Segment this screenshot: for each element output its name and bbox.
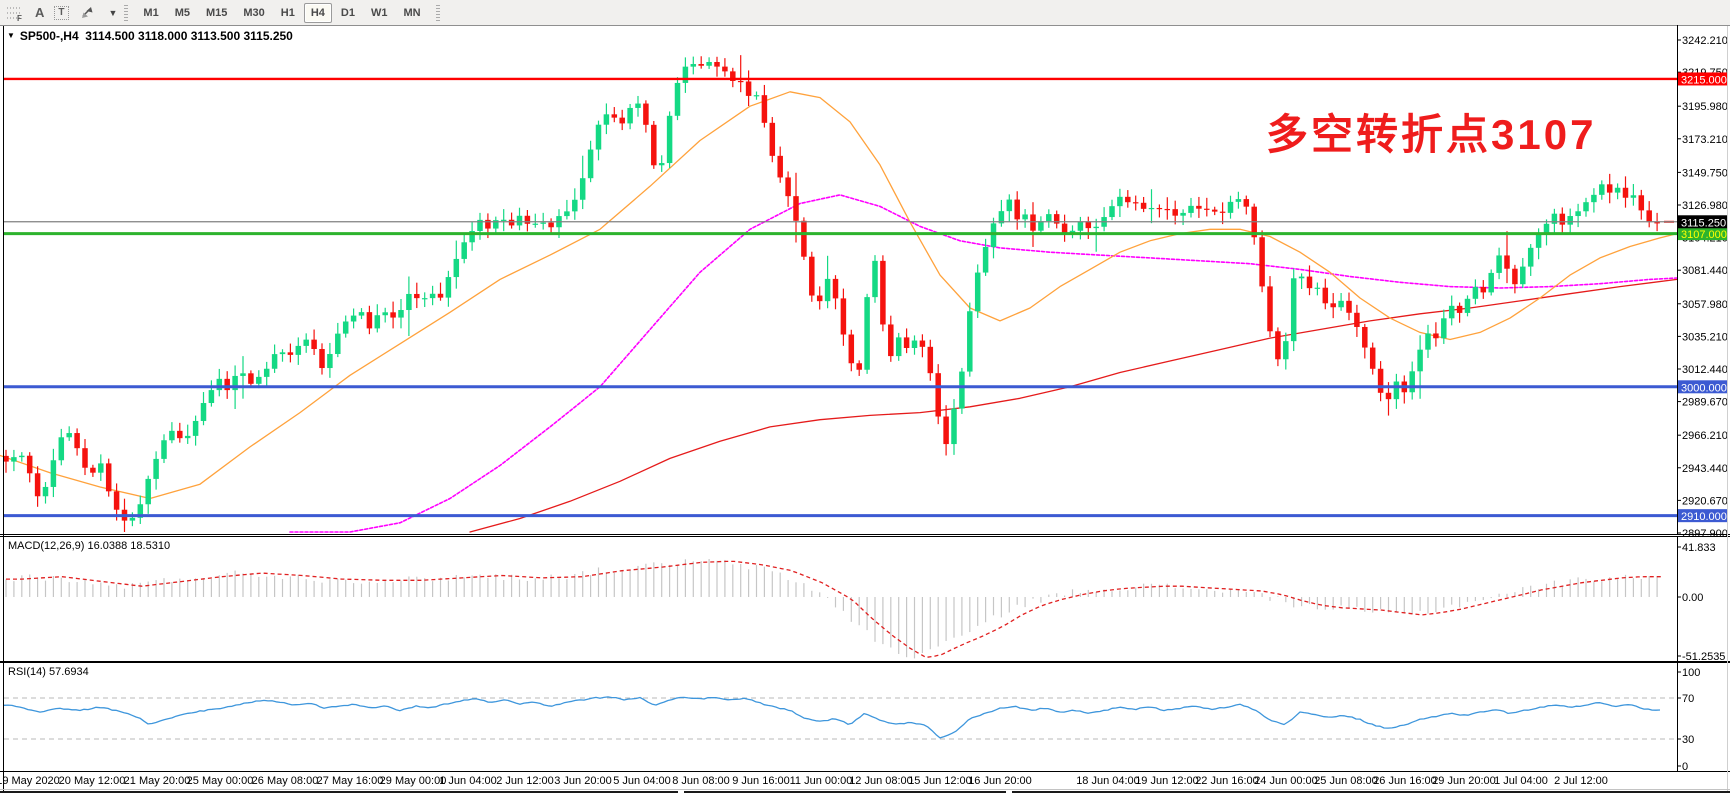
bottom-edge-segment — [1012, 791, 1730, 793]
x-axis-tick: 21 May 20:00 — [123, 775, 191, 787]
macd-axis-tick: 0.00 — [1682, 592, 1703, 604]
x-axis-tick: 15 Jun 12:00 — [908, 775, 972, 787]
x-axis-tick: 5 Jun 04:00 — [613, 775, 671, 787]
timeframe-button-d1[interactable]: D1 — [340, 6, 355, 19]
rsi-axis-tick: 30 — [1682, 734, 1694, 746]
ma-mid-line — [289, 194, 1678, 533]
x-axis-tick: 12 Jun 08:00 — [849, 775, 913, 787]
y-axis-tick: 3057.980 — [1682, 299, 1728, 311]
y-axis-tick: 3081.440 — [1682, 265, 1728, 277]
timeframe-button-m1[interactable]: M1 — [143, 6, 159, 19]
rsi-value: 57.6934 — [48, 666, 89, 678]
bottom-edge-segment — [684, 791, 1006, 793]
macd-axis-tick: 41.833 — [1682, 542, 1716, 554]
x-axis-tick: 20 May 12:00 — [58, 775, 126, 787]
chart-title: ▼ SP500-,H4 3114.500 3118.000 3113.500 31… — [7, 29, 293, 43]
chevron-down-icon[interactable]: ▼ — [108, 7, 118, 18]
x-axis-tick: 27 May 16:00 — [316, 775, 384, 787]
text-icon[interactable]: T — [54, 5, 69, 20]
y-axis-tick: 3126.980 — [1682, 200, 1728, 212]
x-axis-tick: 26 Jun 16:00 — [1373, 775, 1437, 787]
x-axis-tick: 19 Jun 12:00 — [1135, 775, 1199, 787]
y-axis-tick: 2966.210 — [1682, 430, 1728, 442]
fibonacci-icon[interactable]: F — [5, 5, 25, 23]
collapse-triangle-icon[interactable]: ▼ — [7, 31, 15, 40]
macd-values: 16.0388 18.5310 — [87, 540, 171, 552]
timeframe-button-w1[interactable]: W1 — [370, 6, 388, 19]
toolbar: F A T ▼ M1 M5 M15 M30 H1 H4 D1 W1 MN — [0, 0, 1730, 26]
window-left-border — [3, 26, 4, 791]
svg-text:F: F — [17, 14, 22, 21]
y-axis-tick: 2897.900 — [1682, 528, 1728, 536]
x-axis-tick: 18 Jun 04:00 — [1076, 775, 1140, 787]
y-axis-tick: 2920.670 — [1682, 495, 1728, 507]
bottom-divider — [0, 789, 1730, 790]
y-axis-tick: 2989.670 — [1682, 397, 1728, 409]
macd-panel[interactable]: 41.833 0.00 -51.2535 — [0, 536, 1730, 662]
x-axis-tick: 24 Jun 00:00 — [1254, 775, 1318, 787]
y-axis-tick: 2943.440 — [1682, 463, 1728, 475]
bottom-edge-segment — [0, 791, 678, 793]
y-axis-tick: 3242.210 — [1682, 35, 1728, 47]
timeframe-button-h4[interactable]: H4 — [303, 2, 332, 23]
y-axis-tick: 3149.750 — [1682, 167, 1728, 179]
x-axis-tick: 22 Jun 16:00 — [1195, 775, 1259, 787]
y-axis-tick: 3012.440 — [1682, 364, 1728, 376]
timeframe-button-m5[interactable]: M5 — [174, 6, 190, 19]
rsi-axis-tick: 0 — [1682, 761, 1688, 772]
x-axis-tick: 11 Jun 00:00 — [789, 775, 853, 787]
candlestick-series — [3, 55, 1660, 532]
x-axis-tick: 26 May 08:00 — [251, 775, 319, 787]
rsi-axis-tick: 70 — [1682, 693, 1694, 705]
symbol-timeframe: SP500-,H4 — [19, 29, 79, 43]
timeframe-group: M1 M5 M15 M30 H1 H4 D1 W1 MN — [135, 2, 428, 23]
y-axis-tick: 3195.980 — [1682, 101, 1728, 113]
ma-fast-line — [0, 91, 1678, 500]
x-axis-tick: 3 Jun 20:00 — [554, 775, 612, 787]
timeframe-button-m15[interactable]: M15 — [205, 6, 228, 19]
x-axis-tick: 9 Jun 16:00 — [732, 775, 790, 787]
timeframe-button-mn[interactable]: MN — [403, 6, 421, 19]
macd-histogram — [5, 559, 1658, 659]
rsi-panel[interactable]: 100 70 30 0 — [0, 662, 1730, 772]
x-axis-tick: 1 Jun 04:00 — [439, 775, 497, 787]
level-price-label: 3115.250 — [1681, 217, 1726, 229]
x-axis-tick: 25 Jun 08:00 — [1314, 775, 1378, 787]
arrows-icon[interactable] — [79, 5, 97, 20]
x-axis-tick: 19 May 2020 — [0, 775, 60, 787]
macd-signal-line — [6, 560, 1662, 659]
level-price-label: 3107.000 — [1681, 229, 1727, 241]
window-right-border — [1727, 26, 1728, 791]
x-axis-tick: 16 Jun 20:00 — [968, 775, 1032, 787]
macd-axis-tick: -51.2535 — [1682, 651, 1725, 662]
timeframe-button-m30[interactable]: M30 — [243, 6, 265, 19]
rsi-title: RSI(14) 57.6934 — [8, 666, 89, 678]
x-axis-tick: 2 Jun 12:00 — [496, 775, 554, 787]
label-icon[interactable]: A — [35, 4, 45, 20]
x-axis-tick: 1 Jul 04:00 — [1494, 775, 1548, 787]
x-axis-tick: 29 Jun 20:00 — [1432, 775, 1496, 787]
y-axis-tick: 3035.210 — [1682, 331, 1728, 343]
rsi-axis-tick: 100 — [1682, 667, 1700, 679]
x-axis-tick: 25 May 00:00 — [186, 775, 254, 787]
toolbar-grip — [124, 4, 129, 21]
level-price-label: 3215.000 — [1681, 74, 1727, 86]
macd-title: MACD(12,26,9) 16.0388 18.5310 — [8, 540, 171, 552]
level-price-label: 3000.000 — [1681, 382, 1727, 394]
x-axis-tick: 8 Jun 08:00 — [672, 775, 730, 787]
drawing-tools: F A T ▼ — [0, 4, 118, 23]
y-axis-tick: 3173.210 — [1682, 134, 1728, 146]
x-axis-tick: 2 Jul 12:00 — [1554, 775, 1608, 787]
annotation-text: 多空转折点3107 — [1266, 111, 1597, 158]
rsi-line — [3, 696, 1661, 739]
date-axis[interactable]: 19 May 2020 20 May 12:00 21 May 20:00 25 Ma… — [0, 774, 1730, 791]
ohlc-values: 3114.500 3118.000 3113.500 3115.250 — [85, 29, 293, 43]
toolbar-grip-2 — [435, 4, 440, 21]
level-price-label: 2910.000 — [1681, 511, 1727, 523]
ma-slow-line — [469, 278, 1678, 533]
x-axis-tick: 29 May 00:00 — [379, 775, 447, 787]
price-chart-panel[interactable]: 3242.2103219.7503195.9803173.2103149.750… — [0, 25, 1730, 536]
timeframe-button-h1[interactable]: H1 — [280, 6, 295, 19]
